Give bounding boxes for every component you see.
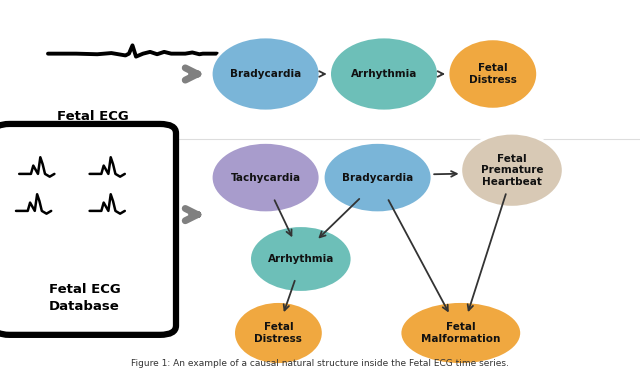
Ellipse shape [330, 37, 438, 111]
Ellipse shape [250, 226, 352, 292]
Ellipse shape [448, 39, 538, 109]
Text: Fetal ECG
Database: Fetal ECG Database [49, 283, 120, 313]
Text: Arrhythmia: Arrhythmia [268, 254, 334, 264]
Text: Fetal
Distress: Fetal Distress [469, 63, 516, 85]
Ellipse shape [211, 37, 320, 111]
Text: Fetal
Premature
Heartbeat: Fetal Premature Heartbeat [481, 154, 543, 187]
Text: Fetal ECG: Fetal ECG [57, 110, 129, 123]
Text: Tachycardia: Tachycardia [230, 172, 301, 183]
Text: Fetal
Malformation: Fetal Malformation [421, 322, 500, 344]
Text: Fetal
Distress: Fetal Distress [255, 322, 302, 344]
Ellipse shape [211, 142, 320, 213]
FancyBboxPatch shape [0, 124, 176, 335]
Text: Figure 1: An example of a causal natural structure inside the Fetal ECG time ser: Figure 1: An example of a causal natural… [131, 359, 509, 368]
Text: Bradycardia: Bradycardia [230, 69, 301, 79]
Ellipse shape [461, 133, 563, 207]
Ellipse shape [234, 302, 323, 364]
Text: Bradycardia: Bradycardia [342, 172, 413, 183]
Text: Arrhythmia: Arrhythmia [351, 69, 417, 79]
Ellipse shape [400, 302, 522, 364]
Ellipse shape [323, 142, 432, 213]
